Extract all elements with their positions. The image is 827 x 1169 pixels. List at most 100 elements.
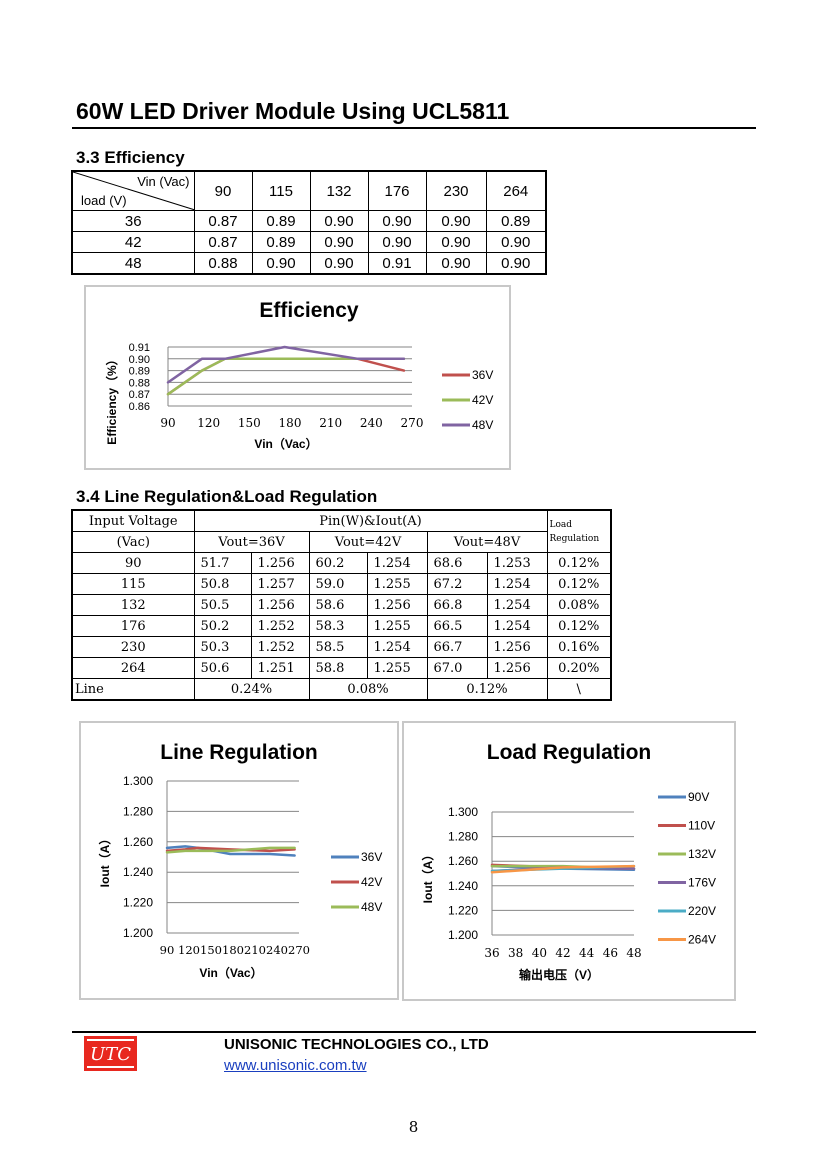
legend-label: 220V bbox=[688, 904, 716, 918]
load-regulation-chart-svg: Load Regulation 1.200 1.220 1.240 1.260 1.280… bbox=[420, 741, 716, 982]
vout-header: Vout=42V bbox=[308, 531, 428, 553]
regulation-header-row-2: (Vac) Vout=36V Vout=42V Vout=48V bbox=[71, 531, 611, 553]
table-cell: 0.90 bbox=[251, 252, 311, 275]
table-cell: 0.90 bbox=[309, 231, 369, 253]
x-axis-label: Vin（Vac） bbox=[254, 436, 317, 451]
chart-title: Load Regulation bbox=[487, 741, 652, 764]
x-tick-label: 36 bbox=[484, 946, 499, 960]
table-row: 264 50.6 1.251 58.8 1.255 67.0 1.256 0.20% bbox=[71, 657, 612, 679]
line-label: Line bbox=[71, 678, 195, 701]
iout-cell: 1.255 bbox=[366, 615, 428, 637]
website-link[interactable]: www.unisonic.com.tw bbox=[224, 1057, 367, 1074]
x-tick-label: 90 bbox=[160, 943, 175, 957]
vin-cell: 176 bbox=[71, 615, 195, 637]
line-regulation-row: Line 0.24% 0.08% 0.12% \ bbox=[71, 678, 612, 701]
load-regulation-cell: 0.12% bbox=[546, 552, 612, 574]
y-tick-label: 1.200 bbox=[123, 926, 153, 940]
efficiency-table: Vin (Vac) load (V) 90 115 132 176 230 26… bbox=[71, 170, 547, 275]
x-tick-label: 44 bbox=[579, 946, 595, 960]
regulation-table-body: 90 51.7 1.256 60.2 1.254 68.6 1.253 0.12% 115 50.… bbox=[71, 552, 612, 679]
pin-cell: 51.7 bbox=[193, 552, 252, 574]
table-cell: 0.87 bbox=[193, 210, 253, 232]
corner-load-label: load (V) bbox=[81, 193, 127, 208]
y-tick-label: 1.240 bbox=[123, 865, 153, 879]
load-regulation-cell: 0.08% bbox=[546, 594, 612, 616]
y-axis-label: Iout（A） bbox=[420, 849, 435, 904]
chart-title: Line Regulation bbox=[160, 741, 318, 764]
x-tick-label: 180 bbox=[222, 943, 244, 957]
table-cell: 0.90 bbox=[425, 252, 487, 275]
vin-cell: 230 bbox=[71, 636, 195, 658]
legend-label: 176V bbox=[688, 876, 716, 890]
pin-iout-header: Pin(W)&Iout(A) bbox=[193, 509, 548, 532]
legend-label: 48V bbox=[472, 418, 493, 432]
iout-cell: 1.257 bbox=[250, 573, 310, 595]
column-header: 115 bbox=[251, 170, 311, 211]
x-axis-label: 输出电压（V） bbox=[519, 967, 599, 982]
table-row: 132 50.5 1.256 58.6 1.256 66.8 1.254 0.08% bbox=[71, 594, 612, 616]
line-regulation-chart: Line Regulation 1.200 1.220 1.240 1.260 1.280… bbox=[79, 721, 399, 1000]
pin-cell: 67.2 bbox=[426, 573, 488, 595]
table-cell: 0.90 bbox=[485, 231, 547, 253]
series-line-48v bbox=[166, 345, 406, 384]
load-regulation-cell: 0.16% bbox=[546, 636, 612, 658]
pin-cell: 58.6 bbox=[308, 594, 368, 616]
load-regulation-cell: 0.20% bbox=[546, 657, 612, 679]
x-tick-label: 270 bbox=[401, 416, 424, 430]
legend-label: 264V bbox=[688, 933, 716, 947]
x-tick-label: 42 bbox=[555, 946, 570, 960]
x-tick-label: 180 bbox=[279, 416, 302, 430]
load-regulation-chart: Load Regulation 1.200 1.220 1.240 1.260 1.280… bbox=[402, 721, 736, 1001]
table-cell: 0.90 bbox=[309, 210, 369, 232]
y-tick-label: 1.260 bbox=[123, 835, 153, 849]
x-tick-label: 120 bbox=[178, 943, 200, 957]
table-cell: 0.88 bbox=[193, 252, 253, 275]
table-row: 115 50.8 1.257 59.0 1.255 67.2 1.254 0.12% bbox=[71, 573, 612, 595]
series-line-48v bbox=[165, 846, 296, 854]
column-header: 176 bbox=[367, 170, 427, 211]
table-cell: 0.89 bbox=[251, 231, 311, 253]
table-row: 230 50.3 1.252 58.5 1.254 66.7 1.256 0.16% bbox=[71, 636, 612, 658]
x-tick-label: 150 bbox=[238, 416, 261, 430]
table-row: 90 51.7 1.256 60.2 1.254 68.6 1.253 0.12% bbox=[71, 552, 612, 574]
regulation-table: Input Voltage Pin(W)&Iout(A) Load Regula… bbox=[71, 509, 612, 701]
line-regulation-value: 0.12% bbox=[426, 678, 548, 701]
efficiency-heading: 3.3 Efficiency bbox=[76, 148, 185, 167]
y-tick-label: 1.200 bbox=[448, 928, 478, 942]
efficiency-corner-cell: Vin (Vac) load (V) bbox=[71, 170, 195, 211]
utc-logo-text: UTC bbox=[90, 1044, 131, 1065]
x-tick-label: 240 bbox=[360, 416, 383, 430]
load-regulation-cell: 0.12% bbox=[546, 573, 612, 595]
table-cell: 0.89 bbox=[485, 210, 547, 232]
legend-label: 36V bbox=[361, 850, 382, 864]
table-cell: 0.91 bbox=[367, 252, 427, 275]
line-regulation-chart-svg: Line Regulation 1.200 1.220 1.240 1.260 1.280… bbox=[97, 741, 382, 980]
table-cell: 0.90 bbox=[425, 231, 487, 253]
y-tick-label: 0.90 bbox=[129, 354, 150, 366]
y-tick-label: 1.220 bbox=[123, 896, 153, 910]
line-regulation-value: 0.08% bbox=[308, 678, 428, 701]
y-tick-label: 1.300 bbox=[123, 774, 153, 788]
row-label: 48 bbox=[71, 252, 195, 275]
pin-cell: 59.0 bbox=[308, 573, 368, 595]
corner-diagonal bbox=[73, 172, 193, 210]
table-row: 48 0.88 0.90 0.90 0.91 0.90 0.90 bbox=[71, 252, 547, 275]
table-row: 42 0.87 0.89 0.90 0.90 0.90 0.90 bbox=[71, 231, 547, 253]
pin-cell: 50.8 bbox=[193, 573, 252, 595]
x-axis-label: Vin（Vac） bbox=[199, 965, 262, 980]
line-regulation-value: 0.24% bbox=[193, 678, 310, 701]
pin-cell: 58.8 bbox=[308, 657, 368, 679]
y-tick-label: 1.240 bbox=[448, 879, 478, 893]
chart-title: Efficiency bbox=[259, 299, 359, 322]
pin-cell: 58.3 bbox=[308, 615, 368, 637]
table-cell: 0.90 bbox=[425, 210, 487, 232]
table-cell: 0.89 bbox=[251, 210, 311, 232]
document-title: 60W LED Driver Module Using UCL5811 bbox=[76, 98, 510, 124]
vin-cell: 264 bbox=[71, 657, 195, 679]
vout-header: Vout=36V bbox=[193, 531, 310, 553]
legend-label: 36V bbox=[472, 368, 493, 382]
row-label: 36 bbox=[71, 210, 195, 232]
y-tick-label: 1.280 bbox=[448, 830, 478, 844]
iout-cell: 1.252 bbox=[250, 636, 310, 658]
column-header: 230 bbox=[425, 170, 487, 211]
